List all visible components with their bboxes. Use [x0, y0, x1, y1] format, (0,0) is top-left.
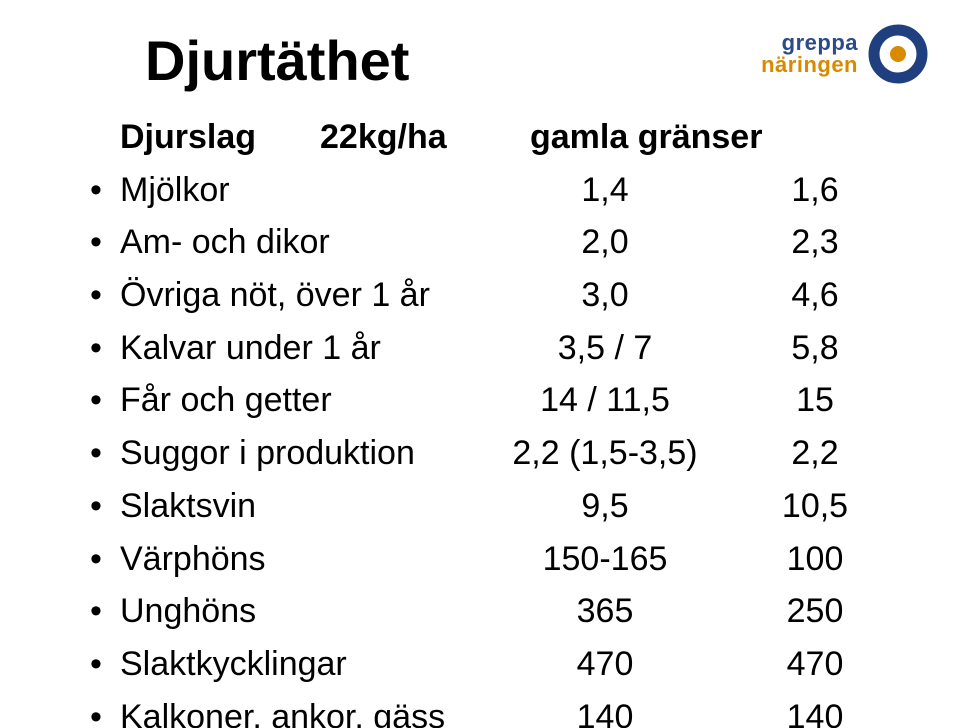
- row-value-2: 5,8: [710, 322, 920, 375]
- row-value-2: 4,6: [710, 269, 920, 322]
- row-value-1: 470: [500, 638, 710, 691]
- table-header: Djurslag 22kg/ha gamla gränser: [90, 111, 900, 164]
- row-value-2: 100: [710, 533, 920, 586]
- row-value-1: 2,0: [500, 216, 710, 269]
- brand-logo: greppa näringen: [761, 22, 930, 86]
- brand-logo-line1: greppa: [761, 32, 858, 54]
- row-value-1: 140: [500, 691, 710, 728]
- table-row: •Värphöns150-165100: [90, 533, 900, 586]
- row-value-1: 150-165: [500, 533, 710, 586]
- row-label: Övriga nöt, över 1 år: [120, 269, 500, 322]
- table-row: •Kalkoner, ankor, gäss140140: [90, 691, 900, 728]
- bullet-icon: •: [90, 164, 120, 217]
- density-table: Djurslag 22kg/ha gamla gränser •Mjölkor1…: [90, 111, 900, 728]
- table-row: •Unghöns365250: [90, 585, 900, 638]
- bullet-icon: •: [90, 322, 120, 375]
- row-value-2: 140: [710, 691, 920, 728]
- row-value-1: 3,0: [500, 269, 710, 322]
- bullet-icon: •: [90, 533, 120, 586]
- row-value-2: 2,3: [710, 216, 920, 269]
- row-label: Am- och dikor: [120, 216, 500, 269]
- row-value-2: 10,5: [710, 480, 920, 533]
- brand-logo-icon: [866, 22, 930, 86]
- table-row: •Mjölkor1,41,6: [90, 164, 900, 217]
- header-col2: gamla gränser: [530, 111, 830, 164]
- table-row: •Slaktkycklingar470470: [90, 638, 900, 691]
- row-label: Värphöns: [120, 533, 500, 586]
- row-value-1: 2,2 (1,5-3,5): [500, 427, 710, 480]
- row-value-1: 3,5 / 7: [500, 322, 710, 375]
- row-value-1: 365: [500, 585, 710, 638]
- header-col1: 22kg/ha: [320, 111, 530, 164]
- slide: greppa näringen Djurtäthet Djurslag 22kg…: [0, 0, 960, 728]
- bullet-icon: •: [90, 638, 120, 691]
- row-label: Slaktkycklingar: [120, 638, 500, 691]
- row-value-1: 9,5: [500, 480, 710, 533]
- row-value-2: 2,2: [710, 427, 920, 480]
- row-value-2: 15: [710, 374, 920, 427]
- row-label: Slaktsvin: [120, 480, 500, 533]
- table-row: •Får och getter14 / 11,515: [90, 374, 900, 427]
- row-value-2: 250: [710, 585, 920, 638]
- row-label: Kalkoner, ankor, gäss: [120, 691, 500, 728]
- row-value-2: 470: [710, 638, 920, 691]
- bullet-icon: •: [90, 216, 120, 269]
- table-row: •Suggor i produktion2,2 (1,5-3,5)2,2: [90, 427, 900, 480]
- brand-logo-text: greppa näringen: [761, 32, 858, 76]
- row-value-2: 1,6: [710, 164, 920, 217]
- brand-logo-line2: näringen: [761, 54, 858, 76]
- bullet-icon: •: [90, 374, 120, 427]
- bullet-icon: •: [90, 480, 120, 533]
- table-row: •Kalvar under 1 år3,5 / 75,8: [90, 322, 900, 375]
- table-row: •Am- och dikor2,02,3: [90, 216, 900, 269]
- bullet-icon: •: [90, 269, 120, 322]
- row-value-1: 14 / 11,5: [500, 374, 710, 427]
- row-label: Kalvar under 1 år: [120, 322, 500, 375]
- row-label: Mjölkor: [120, 164, 500, 217]
- row-label: Får och getter: [120, 374, 500, 427]
- row-label: Suggor i produktion: [120, 427, 500, 480]
- table-row: •Övriga nöt, över 1 år3,04,6: [90, 269, 900, 322]
- table-row: •Slaktsvin9,510,5: [90, 480, 900, 533]
- bullet-icon: •: [90, 427, 120, 480]
- header-label: Djurslag: [120, 111, 320, 164]
- row-value-1: 1,4: [500, 164, 710, 217]
- bullet-icon: •: [90, 585, 120, 638]
- row-label: Unghöns: [120, 585, 500, 638]
- bullet-icon: •: [90, 691, 120, 728]
